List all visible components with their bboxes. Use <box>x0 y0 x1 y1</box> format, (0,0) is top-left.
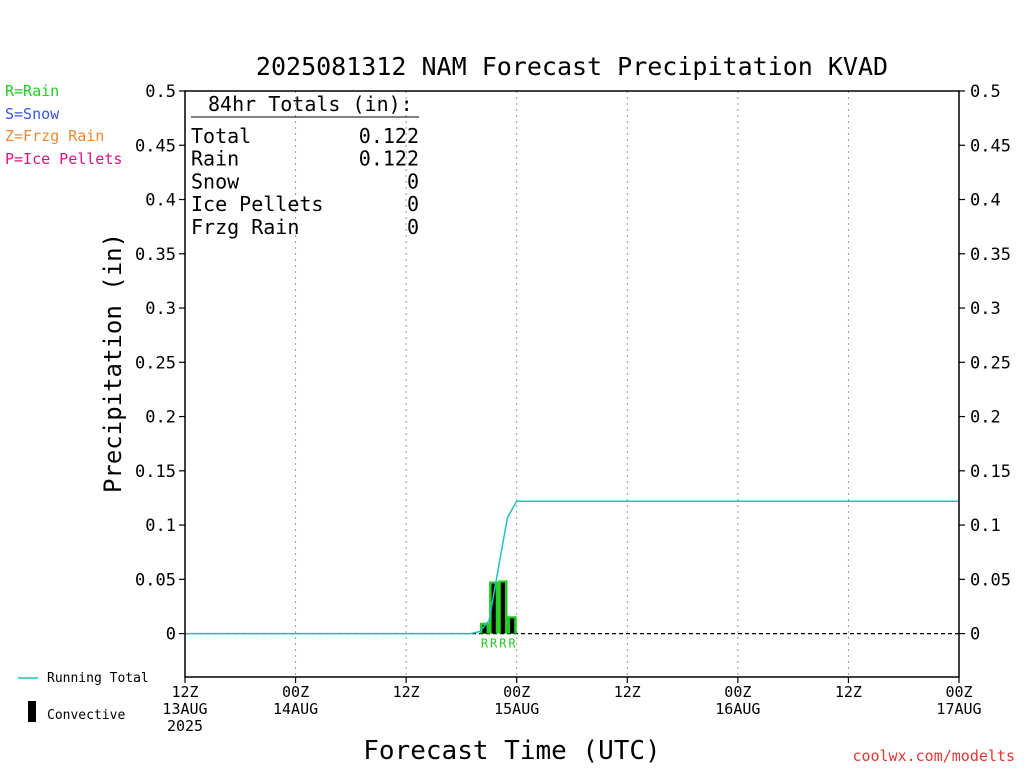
y-axis-label: Precipitation (in) <box>99 233 127 493</box>
convective-swatch <box>28 701 36 722</box>
x-tick-label-0-1: 12Z <box>171 683 198 701</box>
x-tick-label-7-2: 17AUG <box>936 700 981 718</box>
x-axis-label: Forecast Time (UTC) <box>363 736 660 766</box>
chart-title: 2025081312 NAM Forecast Precipitation KV… <box>256 52 888 81</box>
x-tick-label-7-1: 00Z <box>945 683 972 701</box>
totals-label-3: Ice Pellets <box>191 192 323 216</box>
plot-frame <box>184 90 960 678</box>
x-tick-label-0-3: 2025 <box>167 717 203 735</box>
totals-label-0: Total <box>191 124 251 148</box>
bar-type-label-2: R <box>499 637 507 651</box>
y-tick-label-left-5: 0.25 <box>135 353 176 373</box>
y-axis-right: 0 0.05 0.1 0.15 0.2 0.25 0.3 0.35 0.4 0.45 0.5 <box>959 82 1011 645</box>
totals-value-0: 0.122 <box>359 124 419 148</box>
convective-bar-3 <box>510 618 515 634</box>
x-tick-label-1-1: 00Z <box>282 683 309 701</box>
convective-legend-label: Convective <box>47 708 125 723</box>
y-tick-label-left-10: 0.5 <box>145 82 176 102</box>
totals-heading: 84hr Totals (in): <box>208 92 413 116</box>
y-tick-label-left-6: 0.3 <box>145 299 176 319</box>
x-tick-label-0-2: 13AUG <box>162 700 207 718</box>
legend-ice-pellets: P=Ice Pellets <box>5 150 122 168</box>
y-tick-label-left-2: 0.1 <box>145 516 176 536</box>
y-tick-label-left-7: 0.35 <box>135 245 176 265</box>
y-tick-label-right-9: 0.45 <box>970 136 1011 156</box>
y-tick-label-right-1: 0.05 <box>970 570 1011 590</box>
y-tick-label-right-6: 0.3 <box>970 299 1001 319</box>
y-tick-label-left-3: 0.15 <box>135 462 176 482</box>
y-tick-label-right-0: 0 <box>970 625 980 645</box>
x-tick-label-4-1: 12Z <box>614 683 641 701</box>
y-tick-label-right-8: 0.4 <box>970 191 1001 211</box>
running-total-legend-label: Running Total <box>47 671 149 686</box>
bar-type-label-3: R <box>508 637 516 651</box>
x-tick-label-5-2: 16AUG <box>715 700 760 718</box>
totals-value-2: 0 <box>407 169 419 193</box>
totals-value-3: 0 <box>407 192 419 216</box>
x-tick-label-6-1: 12Z <box>835 683 862 701</box>
y-tick-label-right-4: 0.2 <box>970 408 1001 428</box>
x-tick-label-5-1: 00Z <box>724 683 751 701</box>
y-tick-label-left-8: 0.4 <box>145 191 176 211</box>
x-tick-label-1-2: 14AUG <box>273 700 318 718</box>
totals-value-1: 0.122 <box>359 147 419 171</box>
precip-type-legend: R=Rain S=Snow Z=Frzg Rain P=Ice Pellets <box>5 82 122 168</box>
y-tick-label-left-9: 0.45 <box>135 136 176 156</box>
y-tick-label-right-2: 0.1 <box>970 516 1001 536</box>
legend-frzg-rain: Z=Frzg Rain <box>5 127 104 145</box>
totals-label-2: Snow <box>191 169 240 193</box>
y-tick-label-right-5: 0.25 <box>970 353 1011 373</box>
y-tick-label-left-0: 0 <box>166 625 176 645</box>
running-total-line <box>185 500 959 635</box>
legend-rain: R=Rain <box>5 82 59 100</box>
legend-snow: S=Snow <box>5 105 60 123</box>
convective-bar-2 <box>500 582 505 634</box>
totals-label-1: Rain <box>191 147 239 171</box>
grid-lines <box>295 91 849 677</box>
x-tick-label-2-1: 12Z <box>393 683 420 701</box>
y-tick-label-right-10: 0.5 <box>970 82 1001 102</box>
x-tick-label-3-2: 15AUG <box>494 700 539 718</box>
y-axis-left: 0 0.05 0.1 0.15 0.2 0.25 0.3 0.35 0.4 0.45 0.5 <box>135 82 185 645</box>
series-legend: Running Total Convective <box>18 671 149 723</box>
totals-value-4: 0 <box>407 215 419 239</box>
credit-text: coolwx.com/modelts <box>852 747 1015 765</box>
totals-label-4: Frzg Rain <box>191 215 299 239</box>
y-tick-label-left-4: 0.2 <box>145 408 176 428</box>
precip-bars <box>479 580 517 634</box>
x-tick-label-3-1: 00Z <box>503 683 530 701</box>
y-tick-label-left-1: 0.05 <box>135 570 176 590</box>
convective-bar-1 <box>491 583 496 634</box>
y-tick-label-right-7: 0.35 <box>970 245 1011 265</box>
bar-type-label-1: R <box>490 637 498 651</box>
y-tick-label-right-3: 0.15 <box>970 462 1011 482</box>
convective-bar-0 <box>482 624 487 634</box>
bar-type-label-0: R <box>481 637 489 651</box>
running-total-series <box>185 500 959 635</box>
totals-box: 84hr Totals (in): Total 0.122 Rain 0.122 Sno… <box>191 92 419 239</box>
